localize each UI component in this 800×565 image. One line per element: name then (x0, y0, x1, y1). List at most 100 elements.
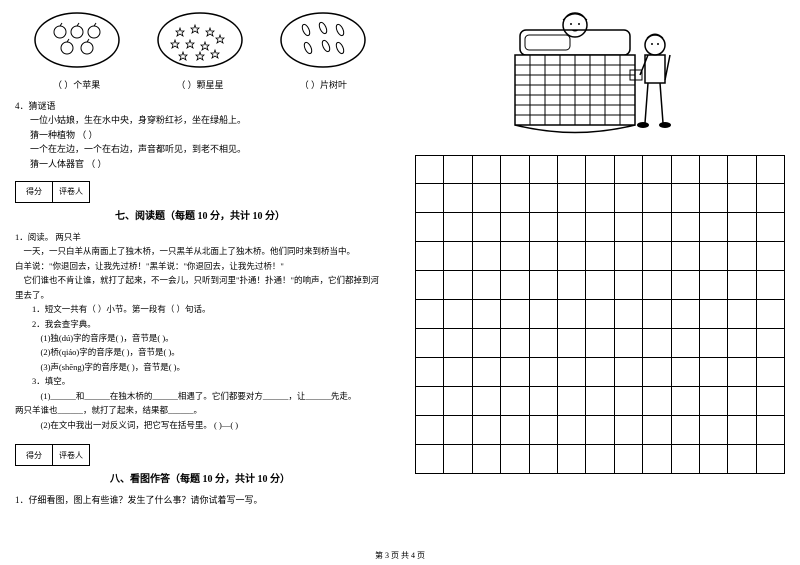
right-column (400, 0, 800, 565)
grid-cell (500, 300, 528, 329)
grid-cell (614, 155, 642, 184)
grid-row (415, 242, 785, 271)
grid-cell (415, 155, 443, 184)
grid-cell (557, 329, 585, 358)
grid-cell (756, 387, 785, 416)
q7-c2: 两只羊谁也______，就打了起来，结果都______。 (15, 403, 385, 417)
grid-cell (642, 329, 670, 358)
apple-count-label: （ ）个苹果 (53, 78, 100, 91)
grid-cell (756, 445, 785, 474)
riddle-number: 4．猜谜语 (15, 99, 385, 113)
grid-cell (585, 213, 613, 242)
grid-cell (557, 184, 585, 213)
grid-cell (443, 416, 471, 445)
grid-cell (415, 184, 443, 213)
grid-cell (443, 358, 471, 387)
riddle-line-2: 猜一种植物 （ ） (30, 128, 385, 142)
grid-cell (472, 329, 500, 358)
grid-cell (699, 387, 727, 416)
grid-cell (756, 155, 785, 184)
grid-cell (642, 155, 670, 184)
grader-label-8: 评卷人 (53, 445, 89, 465)
grid-cell (727, 416, 755, 445)
grid-cell (529, 155, 557, 184)
grid-cell (557, 155, 585, 184)
grid-cell (699, 416, 727, 445)
grid-cell (443, 184, 471, 213)
grid-cell (443, 300, 471, 329)
grid-cell (443, 387, 471, 416)
grid-cell (756, 358, 785, 387)
grid-cell (756, 416, 785, 445)
grid-cell (642, 271, 670, 300)
grid-cell (415, 242, 443, 271)
grid-cell (585, 300, 613, 329)
grid-cell (443, 155, 471, 184)
grid-row (415, 416, 785, 445)
grid-cell (671, 242, 699, 271)
q7-a: 1．短文一共有（ ）小节。第一段有（ ）句话。 (15, 302, 385, 316)
grid-cell (756, 329, 785, 358)
grid-cell (529, 300, 557, 329)
grid-cell (557, 387, 585, 416)
q7-c: 3．填空。 (15, 374, 385, 388)
grid-cell (500, 242, 528, 271)
score-label-8: 得分 (16, 445, 53, 465)
grid-cell (529, 358, 557, 387)
grid-cell (671, 445, 699, 474)
grid-cell (614, 184, 642, 213)
score-box-7: 得分 评卷人 (15, 181, 90, 203)
grid-row (415, 184, 785, 213)
grid-cell (500, 155, 528, 184)
stars-oval (155, 10, 245, 70)
q7-1: 1．阅读。 两只羊 (15, 230, 385, 244)
grid-cell (699, 213, 727, 242)
grid-cell (472, 155, 500, 184)
grid-cell (415, 329, 443, 358)
q7-b1: (1)独(dú)字的音序是( )，音节是( )。 (15, 331, 385, 345)
grid-cell (727, 184, 755, 213)
left-column: （ ）个苹果 （ ）颗星星 （ ）片树叶 4．猜谜语 一位小姑娘，生在水中央，身… (0, 0, 400, 565)
grid-cell (642, 213, 670, 242)
grid-cell (727, 242, 755, 271)
reading-section: 1．阅读。 两只羊 一天，一只白羊从南面上了独木桥，一只黑羊从北面上了独木桥。他… (15, 230, 385, 432)
grid-cell (585, 445, 613, 474)
grid-cell (443, 329, 471, 358)
grid-cell (727, 358, 755, 387)
grid-row (415, 329, 785, 358)
leaves-oval (278, 10, 368, 70)
riddle-line-4: 猜一人体器官 （ ） (30, 157, 385, 171)
grid-cell (756, 213, 785, 242)
apples-oval (32, 10, 122, 70)
grid-cell (529, 271, 557, 300)
story-illustration (500, 10, 700, 145)
grid-cell (472, 213, 500, 242)
grid-cell (699, 184, 727, 213)
grid-cell (500, 358, 528, 387)
grid-cell (585, 358, 613, 387)
riddle-line-1: 一位小姑娘，生在水中央，身穿粉红衫，坐在绿船上。 (30, 113, 385, 127)
grid-cell (557, 416, 585, 445)
grid-cell (642, 300, 670, 329)
grid-cell (614, 358, 642, 387)
grid-cell (699, 155, 727, 184)
grid-cell (614, 271, 642, 300)
grid-cell (472, 271, 500, 300)
grader-label: 评卷人 (53, 182, 89, 202)
grid-cell (443, 445, 471, 474)
grid-cell (500, 184, 528, 213)
grid-cell (699, 242, 727, 271)
grid-cell (500, 213, 528, 242)
grid-cell (727, 300, 755, 329)
grid-cell (614, 242, 642, 271)
grid-row (415, 155, 785, 184)
grid-cell (415, 271, 443, 300)
grid-cell (500, 445, 528, 474)
grid-cell (472, 184, 500, 213)
grid-cell (472, 445, 500, 474)
story-para-1: 一天，一只白羊从南面上了独木桥，一只黑羊从北面上了独木桥。他们同时来到桥当中。 (15, 244, 385, 258)
grid-cell (415, 416, 443, 445)
grid-cell (529, 184, 557, 213)
q7-c3: (2)在文中我出一对反义词，把它写在括号里。 ( )—( ) (15, 418, 385, 432)
grid-cell (699, 271, 727, 300)
